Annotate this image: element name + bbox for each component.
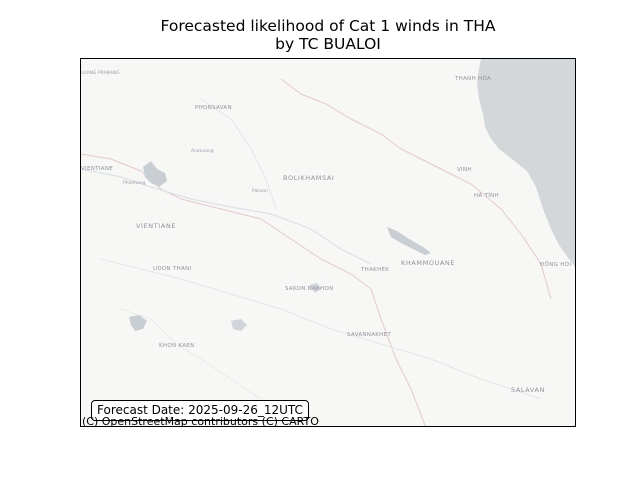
- basemap: [81, 59, 575, 426]
- place-label: Phonhong: [123, 181, 146, 186]
- place-label: ĐỒNG HỚI: [540, 262, 572, 268]
- river-line: [100, 258, 542, 400]
- place-label: LUANG PRABANG: [81, 71, 120, 76]
- place-label: KHON KAEN: [159, 343, 195, 349]
- reservoir: [309, 283, 321, 293]
- place-label: PHONSAVAN: [195, 105, 232, 111]
- place-label: SALAVAN: [511, 386, 546, 394]
- place-label: VINH: [457, 167, 472, 173]
- place-label: THANH HÓA: [455, 76, 492, 82]
- sea-area: [477, 59, 575, 267]
- border-line: [81, 153, 426, 426]
- place-label: HÀ TĨNH: [474, 193, 499, 199]
- place-label: VIENTIANE: [81, 166, 114, 172]
- border-line: [280, 78, 552, 300]
- reservoir: [231, 319, 247, 331]
- place-label: THAKHEK: [361, 267, 390, 273]
- river-line: [81, 168, 372, 265]
- map-attribution: (C) OpenStreetMap contributors (C) CARTO: [82, 415, 319, 428]
- place-label: UDON THANI: [153, 266, 192, 272]
- river-line: [120, 308, 262, 400]
- title-line-1: Forecasted likelihood of Cat 1 winds in …: [160, 17, 496, 35]
- place-label: KHAMMOUANE: [401, 259, 456, 267]
- river-line: [200, 98, 277, 210]
- place-label: SAVANNAKHET: [347, 332, 392, 338]
- place-label: BOLIKHAMSAI: [283, 174, 335, 182]
- reservoir: [129, 315, 147, 331]
- map-title: Forecasted likelihood of Cat 1 winds in …: [0, 17, 640, 53]
- forecast-date-box: Forecast Date: 2025-09-26_12UTC: [91, 400, 309, 421]
- map-panel: LUANG PRABANG PHONSAVAN Anouvong VIENTIA…: [80, 58, 576, 427]
- place-label: VIENTIANE: [136, 222, 177, 230]
- reservoir: [387, 227, 431, 255]
- place-label: Anouvong: [191, 149, 214, 154]
- place-label: Paksan: [252, 189, 268, 194]
- title-line-2: by TC BUALOI: [275, 35, 381, 53]
- place-label: SAKON NAKHON: [285, 286, 334, 292]
- reservoir: [143, 161, 167, 187]
